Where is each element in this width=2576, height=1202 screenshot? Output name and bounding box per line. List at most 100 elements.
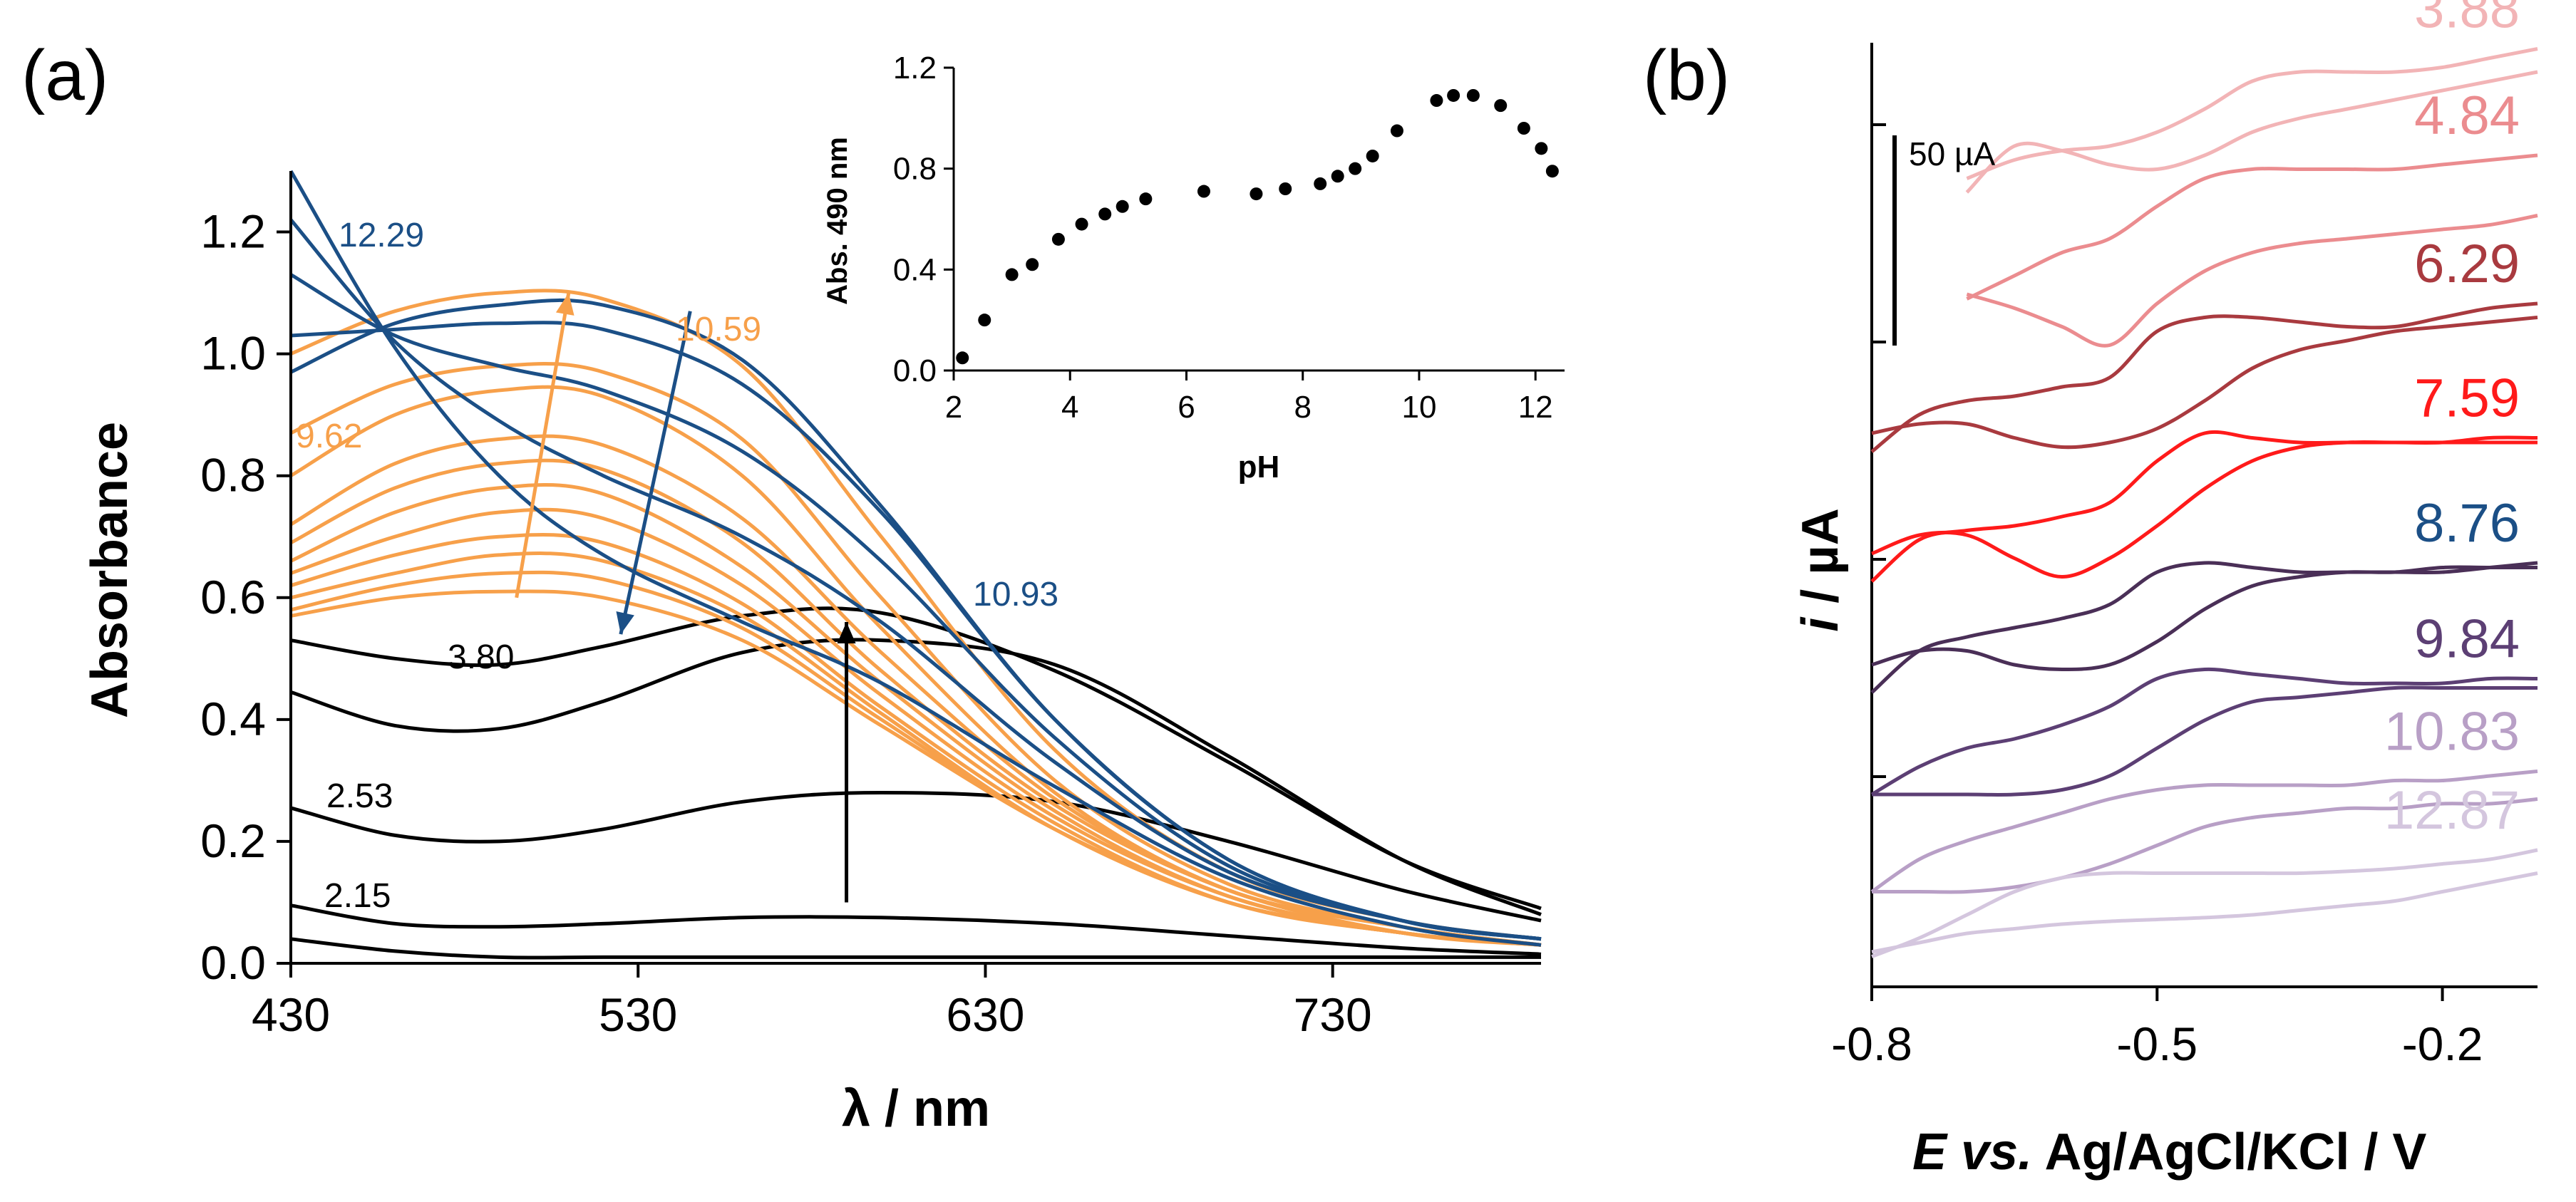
inset-x-label: pH bbox=[1238, 450, 1280, 485]
inset-data-point bbox=[1116, 200, 1129, 213]
cv-reverse-scan bbox=[1871, 316, 2538, 450]
cv-forward-scan bbox=[1870, 667, 2538, 797]
spectrum-line-orange bbox=[289, 434, 1542, 947]
spectrum-line-orange bbox=[290, 551, 1542, 947]
spectrum-line-black bbox=[290, 790, 1542, 923]
inset-data-point bbox=[1390, 124, 1403, 138]
y-tick-label: 0.2 bbox=[200, 814, 266, 867]
trend-arrow bbox=[619, 311, 692, 635]
inset-data-point bbox=[1139, 192, 1153, 206]
cv-forward-scan bbox=[1966, 153, 2538, 301]
trend-arrow-head bbox=[616, 611, 634, 635]
inset-data-point bbox=[1197, 185, 1210, 198]
x-label-italic: E vs. bbox=[1912, 1124, 2032, 1181]
inset-data-point bbox=[1331, 170, 1344, 183]
ph-label: 9.84 bbox=[2414, 609, 2520, 670]
inset-data-point bbox=[1250, 187, 1263, 201]
panel-a-ticks: 430 530 630 730 0.0 0.2 0.4 0.6 0.8 1.0 1.2 bbox=[200, 205, 1371, 1041]
x-tick-label: 430 bbox=[252, 988, 330, 1041]
panel-a-y-label: Absorbance bbox=[81, 422, 138, 718]
trend-arrow-head bbox=[837, 621, 856, 643]
inset-ticks: 2 4 6 8 10 12 0.0 0.4 0.8 1.2 bbox=[893, 51, 1553, 425]
cv-reverse-scan bbox=[1966, 214, 2538, 348]
y-tick-label: 1.0 bbox=[200, 327, 266, 380]
panel-b-voltammograms bbox=[1870, 47, 2538, 958]
trend-arrow bbox=[515, 292, 571, 599]
panel-b-y-ticks bbox=[1872, 123, 1886, 778]
inset-data-point bbox=[1466, 88, 1480, 102]
y-label-rest: / µA bbox=[1792, 508, 1849, 618]
y-tick-label: 0.6 bbox=[200, 571, 266, 623]
x-tick-label: 530 bbox=[599, 988, 677, 1041]
ph-label: 12.87 bbox=[2384, 780, 2520, 841]
b-x-tick-label: -0.8 bbox=[1831, 1017, 1912, 1070]
cv-reverse-scan bbox=[1965, 70, 2538, 194]
inset-data-point bbox=[1447, 88, 1460, 102]
cv-forward-scan bbox=[1871, 848, 2538, 958]
y-label-italic: i bbox=[1792, 616, 1849, 632]
panel-b-ph-labels: 3.88 4.84 6.29 7.59 8.76 9.84 10.83 12.87 bbox=[2384, 0, 2520, 841]
trend-arrow-head bbox=[555, 293, 575, 316]
label-12-29: 12.29 bbox=[339, 217, 424, 254]
ph-label: 7.59 bbox=[2414, 368, 2520, 429]
panel-b-y-label: i / µA bbox=[1792, 508, 1849, 632]
inset-data-point bbox=[1005, 268, 1019, 281]
inset-data-point bbox=[1535, 142, 1548, 155]
spectrum-line-orange bbox=[289, 458, 1542, 947]
spectrum-line-blue bbox=[289, 218, 1542, 941]
inset-data-point bbox=[1075, 217, 1088, 231]
cv-reverse-scan bbox=[1872, 797, 2538, 894]
spectrum-line-blue bbox=[290, 321, 1542, 941]
panel-a-arrows bbox=[515, 292, 856, 903]
inset-y-tick-label: 0.4 bbox=[893, 252, 937, 287]
cv-reverse-scan bbox=[1871, 565, 2538, 672]
panel-b: (b) -0.8 -0.5 -0.2 3.88 4.84 6.29 7.59 8.76 9.8… bbox=[1643, 0, 2538, 1181]
inset-data-point bbox=[1051, 232, 1065, 246]
cv-forward-scan bbox=[1870, 561, 2538, 694]
spectrum-line-black bbox=[290, 937, 1541, 960]
label-3-80: 3.80 bbox=[448, 638, 514, 676]
label-2-15: 2.15 bbox=[324, 877, 391, 915]
y-tick-label: 0.4 bbox=[200, 693, 266, 745]
inset-data-point bbox=[1314, 177, 1327, 190]
inset-x-tick-label: 10 bbox=[1401, 390, 1436, 425]
spectrum-line-orange bbox=[290, 570, 1542, 947]
panel-a-axes bbox=[289, 171, 1541, 965]
inset-points bbox=[956, 88, 1559, 365]
inset-data-point bbox=[1279, 182, 1292, 195]
inset-data-point bbox=[1026, 258, 1039, 271]
ph-label: 10.83 bbox=[2384, 702, 2520, 762]
inset-chart: 2 4 6 8 10 12 0.0 0.4 0.8 1.2 pH Abs. 490 nm bbox=[822, 51, 1565, 485]
y-tick-label: 0.0 bbox=[200, 936, 266, 989]
cv-reverse-scan bbox=[1871, 871, 2538, 954]
spectrum-line-orange bbox=[290, 532, 1542, 947]
ph-label: 8.76 bbox=[2414, 493, 2520, 554]
panel-a-x-label: λ / nm bbox=[842, 1080, 990, 1137]
panel-b-x-ticks: -0.8 -0.5 -0.2 bbox=[1831, 987, 2483, 1070]
inset-data-point bbox=[1349, 162, 1362, 175]
cv-forward-scan bbox=[1870, 770, 2538, 893]
label-10-93: 10.93 bbox=[973, 576, 1058, 613]
panel-a-label: (a) bbox=[21, 36, 108, 115]
ph-label: 4.84 bbox=[2414, 86, 2520, 146]
panel-a-spectra bbox=[289, 170, 1542, 960]
cv-reverse-scan bbox=[1871, 440, 2538, 579]
y-tick-label: 0.8 bbox=[200, 449, 266, 502]
spectrum-line-orange bbox=[289, 361, 1542, 947]
label-10-59: 10.59 bbox=[676, 311, 761, 348]
inset-x-tick-label: 6 bbox=[1178, 390, 1195, 425]
cv-reverse-scan bbox=[1872, 685, 2538, 797]
inset-y-tick-label: 0.8 bbox=[893, 152, 937, 187]
spectrum-line-blue bbox=[289, 170, 1542, 947]
inset-x-tick-label: 12 bbox=[1518, 390, 1553, 425]
x-label-rest: Ag/AgCl/KCl / V bbox=[2032, 1124, 2426, 1181]
inset-y-label: Abs. 490 nm bbox=[822, 137, 853, 305]
spectrum-line-black bbox=[290, 638, 1542, 916]
inset-x-tick-label: 8 bbox=[1294, 390, 1311, 425]
inset-data-point bbox=[1366, 149, 1379, 162]
inset-x-tick-label: 2 bbox=[945, 390, 962, 425]
panel-b-x-label: E vs. Ag/AgCl/KCl / V bbox=[1912, 1124, 2426, 1181]
b-x-tick-label: -0.2 bbox=[2402, 1017, 2483, 1070]
ph-label: 3.88 bbox=[2414, 0, 2520, 40]
x-tick-label: 630 bbox=[946, 988, 1024, 1041]
